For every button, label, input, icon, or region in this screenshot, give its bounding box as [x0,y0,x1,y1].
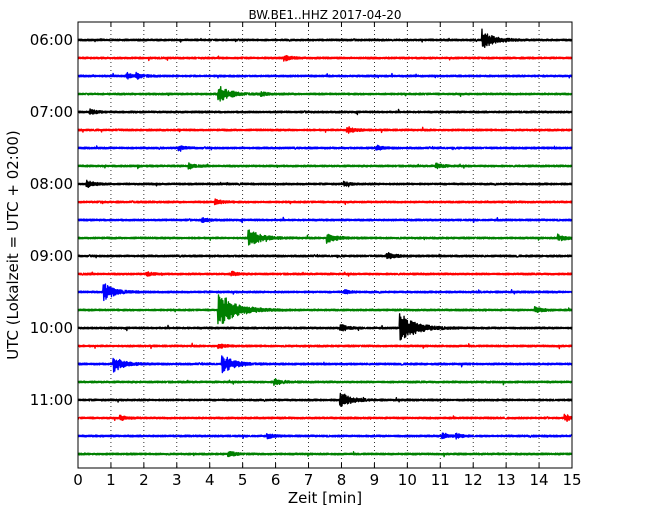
trace-0930 [77,283,573,302]
trace-1100 [77,392,573,407]
x-tick-label: 6 [271,471,281,489]
x-tick-label: 12 [464,471,483,489]
x-axis-label: Zeit [min] [288,489,362,507]
seismic-traces [77,28,573,458]
y-tick-label: 07:00 [30,103,73,121]
trace-0715 [77,126,573,134]
trace-0915 [77,270,573,277]
y-axis-label: UTC (Lokalzeit = UTC + 02:00) [4,130,22,360]
trace-1045 [77,378,573,386]
trace-0945 [77,294,573,325]
x-tick-label: 11 [431,471,450,489]
x-tick-label: 8 [337,471,347,489]
trace-1030 [77,355,573,374]
x-tick-label: 0 [73,471,83,489]
trace-0730 [77,144,573,152]
trace-0745 [77,162,573,170]
trace-0630 [77,71,573,80]
x-tick-label: 4 [205,471,215,489]
trace-0800 [77,179,573,188]
x-tick-label: 3 [172,471,182,489]
x-tick-label: 14 [530,471,549,489]
x-tick-label: 13 [497,471,516,489]
y-tick-label: 06:00 [30,31,73,49]
x-tick-label: 15 [562,471,581,489]
trace-1145 [77,451,573,458]
trace-0645 [77,86,573,102]
trace-0845 [77,229,573,246]
trace-1115 [77,413,573,422]
trace-1000 [77,313,573,341]
trace-0600 [77,28,573,49]
trace-1015 [77,342,573,350]
plot-background [78,22,572,468]
x-tick-label: 7 [304,471,314,489]
y-tick-label: 10:00 [30,319,73,337]
chart-title: BW.BE1..HHZ 2017-04-20 [248,8,401,22]
x-tick-label: 9 [370,471,380,489]
y-tick-label: 08:00 [30,175,73,193]
y-tick-label: 11:00 [30,391,73,409]
trace-0700 [77,108,573,116]
trace-0900 [77,252,573,260]
axis-ticks: 0 1 2 3 4 5 6 7 8 9 10 11 12 13 14 1506:0007:0008:0009:… [30,22,582,489]
x-tick-label: 1 [106,471,116,489]
plot-frame [77,21,573,469]
trace-0615 [77,55,573,62]
y-tick-label: 09:00 [30,247,73,265]
x-tick-label: 5 [238,471,248,489]
x-tick-label: 10 [398,471,417,489]
x-tick-label: 2 [139,471,149,489]
trace-0815 [77,198,573,206]
trace-0830 [77,216,573,224]
trace-1130 [77,432,573,440]
